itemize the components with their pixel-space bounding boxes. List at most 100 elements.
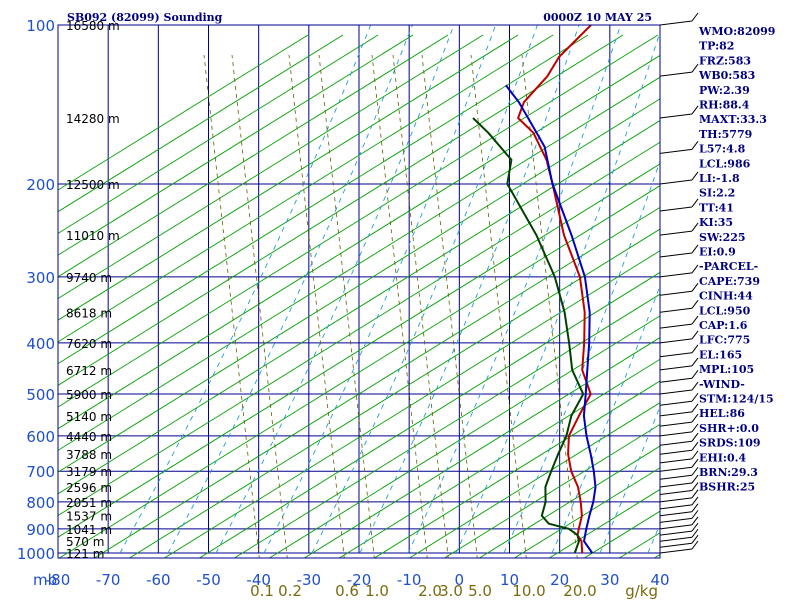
wind-barb-flag <box>691 369 699 379</box>
wind-barb-flag <box>691 222 699 232</box>
pressure-tick-label: 200 <box>26 176 55 194</box>
mixing-ratio-line <box>521 54 578 558</box>
wind-barb-flag <box>691 357 699 367</box>
index-readout: MAXT:33.3 <box>699 113 767 126</box>
temperature-tick-label: -70 <box>96 571 121 589</box>
dry-adiabat-line <box>408 402 660 558</box>
wind-barb-flag <box>691 344 699 354</box>
pressure-tick-label: 400 <box>26 335 55 353</box>
wind-barb-staff <box>659 272 693 278</box>
index-readout: SRDS:109 <box>699 437 761 450</box>
mixing-ratio-label: 5.0 <box>468 582 492 600</box>
wind-barb-staff <box>659 466 693 472</box>
wind-barb-staff <box>659 389 693 395</box>
mixing-ratio-line <box>421 54 478 558</box>
wind-barb-staff <box>659 113 693 119</box>
height-label: 6712 m <box>66 364 112 378</box>
mixing-ratio-label: 0.6 <box>335 582 359 600</box>
height-label: 1537 m <box>66 510 112 524</box>
dry-adiabat-line <box>58 34 309 191</box>
wind-barb-flag <box>691 489 699 499</box>
wind-barb-staff <box>659 504 693 510</box>
wind-barb-staff <box>659 365 693 371</box>
wind-barb-staff <box>659 511 693 517</box>
pressure-axis: 100 200 300 400 500 600 700 800 900 1000 <box>17 17 55 563</box>
wind-barb-flag <box>691 105 699 115</box>
temperature-tick-label: 20 <box>550 571 569 589</box>
chart-title: SB092 (82099) Sounding <box>67 11 223 24</box>
wind-barb-flag <box>691 171 699 181</box>
wind-barb-flag <box>691 528 699 538</box>
wind-barb-staff <box>659 517 693 523</box>
dry-adiabat-line <box>58 34 379 234</box>
wind-barb-flag <box>691 264 699 274</box>
height-label: 2051 m <box>66 496 112 510</box>
moist-adiabat-line <box>551 284 660 554</box>
wind-barb-staff <box>659 71 693 77</box>
wind-barb-staff <box>659 411 693 417</box>
wind-barb-staff <box>659 440 693 446</box>
wind-barb-flag <box>691 315 699 325</box>
wind-barb-flag <box>691 381 699 391</box>
chart-series <box>472 25 597 554</box>
dry-adiabat-line <box>58 185 660 558</box>
wind-barb-staff <box>659 290 693 296</box>
temperature-tick-label: -20 <box>347 571 372 589</box>
mixing-ratio-line <box>371 54 428 558</box>
temperature-tick-label: 10 <box>500 571 519 589</box>
wind-barb-flag <box>691 403 699 413</box>
moist-adiabat-line <box>503 159 660 554</box>
wind-barb-flag <box>691 330 699 340</box>
index-readout: MPL:105 <box>699 363 754 376</box>
wind-barb-flag <box>691 482 699 491</box>
pressure-tick-label: 500 <box>26 386 55 404</box>
height-label: 570 m <box>66 535 104 549</box>
index-readout: PW:2.39 <box>699 84 750 97</box>
mixing-ratio-unit: g/kg <box>625 582 658 600</box>
pressure-tick-label: 900 <box>26 521 55 539</box>
wind-barb-flag <box>691 441 699 451</box>
mixing-ratio-line <box>288 54 345 558</box>
index-readout: EHI:0.4 <box>699 451 746 464</box>
dry-adiabat-line <box>163 250 660 558</box>
index-readout: LFC:775 <box>699 334 750 347</box>
height-label: 11010 m <box>66 229 120 243</box>
mixing-ratio-labels: 0.1 0.2 0.6 1.0 2.03.0 5.0 10.0 20.0 g/kg <box>250 582 658 600</box>
mixing-ratio-line <box>203 54 260 558</box>
wind-barb-flag <box>691 466 699 476</box>
plot-frame <box>57 24 661 559</box>
moist-adiabat-line <box>311 25 538 554</box>
wind-barb-staff <box>659 307 693 313</box>
index-readout: TT:41 <box>699 201 734 214</box>
wind-barb-flag <box>691 141 699 150</box>
mixing-ratio-label: 3.0 <box>439 582 463 600</box>
wind-barb-flag <box>691 534 699 544</box>
dry-adiabat-line <box>128 228 660 558</box>
wind-barb-staff <box>659 338 693 344</box>
moist-adiabat-line <box>407 25 622 554</box>
index-readout: CINH:44 <box>699 290 753 303</box>
index-readout: FRZ:583 <box>699 54 751 67</box>
moist-adiabat-line <box>599 404 660 554</box>
wind-barb-staff <box>659 458 693 464</box>
dry-adiabat-line <box>58 120 660 495</box>
wind-barb-flag <box>691 244 699 254</box>
height-label: 12500 m <box>66 178 120 192</box>
wind-barb-flag <box>691 450 699 460</box>
temperature-tick-label: 30 <box>600 571 619 589</box>
dry-adiabat-line <box>513 467 660 558</box>
wind-barb-staff <box>659 20 693 26</box>
wind-barb-staff <box>659 530 693 536</box>
index-readout: SW:225 <box>699 231 746 244</box>
index-readout: CAP:1.6 <box>699 319 748 332</box>
wind-barb-staff <box>659 421 693 427</box>
moist-adiabat-line <box>167 25 413 554</box>
height-label: 4440 m <box>66 430 112 444</box>
moist-adiabat-line <box>359 25 580 554</box>
dry-adiabat-line <box>338 358 660 558</box>
index-readout: KI:35 <box>699 216 733 229</box>
temperature-tick-label: -30 <box>297 571 322 589</box>
temperature-axis: mb-80 -70 -60 -50 -40 -30 -20 -10 0 10 20 30 40 <box>33 571 670 589</box>
dry-adiabat-line <box>58 34 344 213</box>
dry-adiabat-line <box>443 423 660 558</box>
